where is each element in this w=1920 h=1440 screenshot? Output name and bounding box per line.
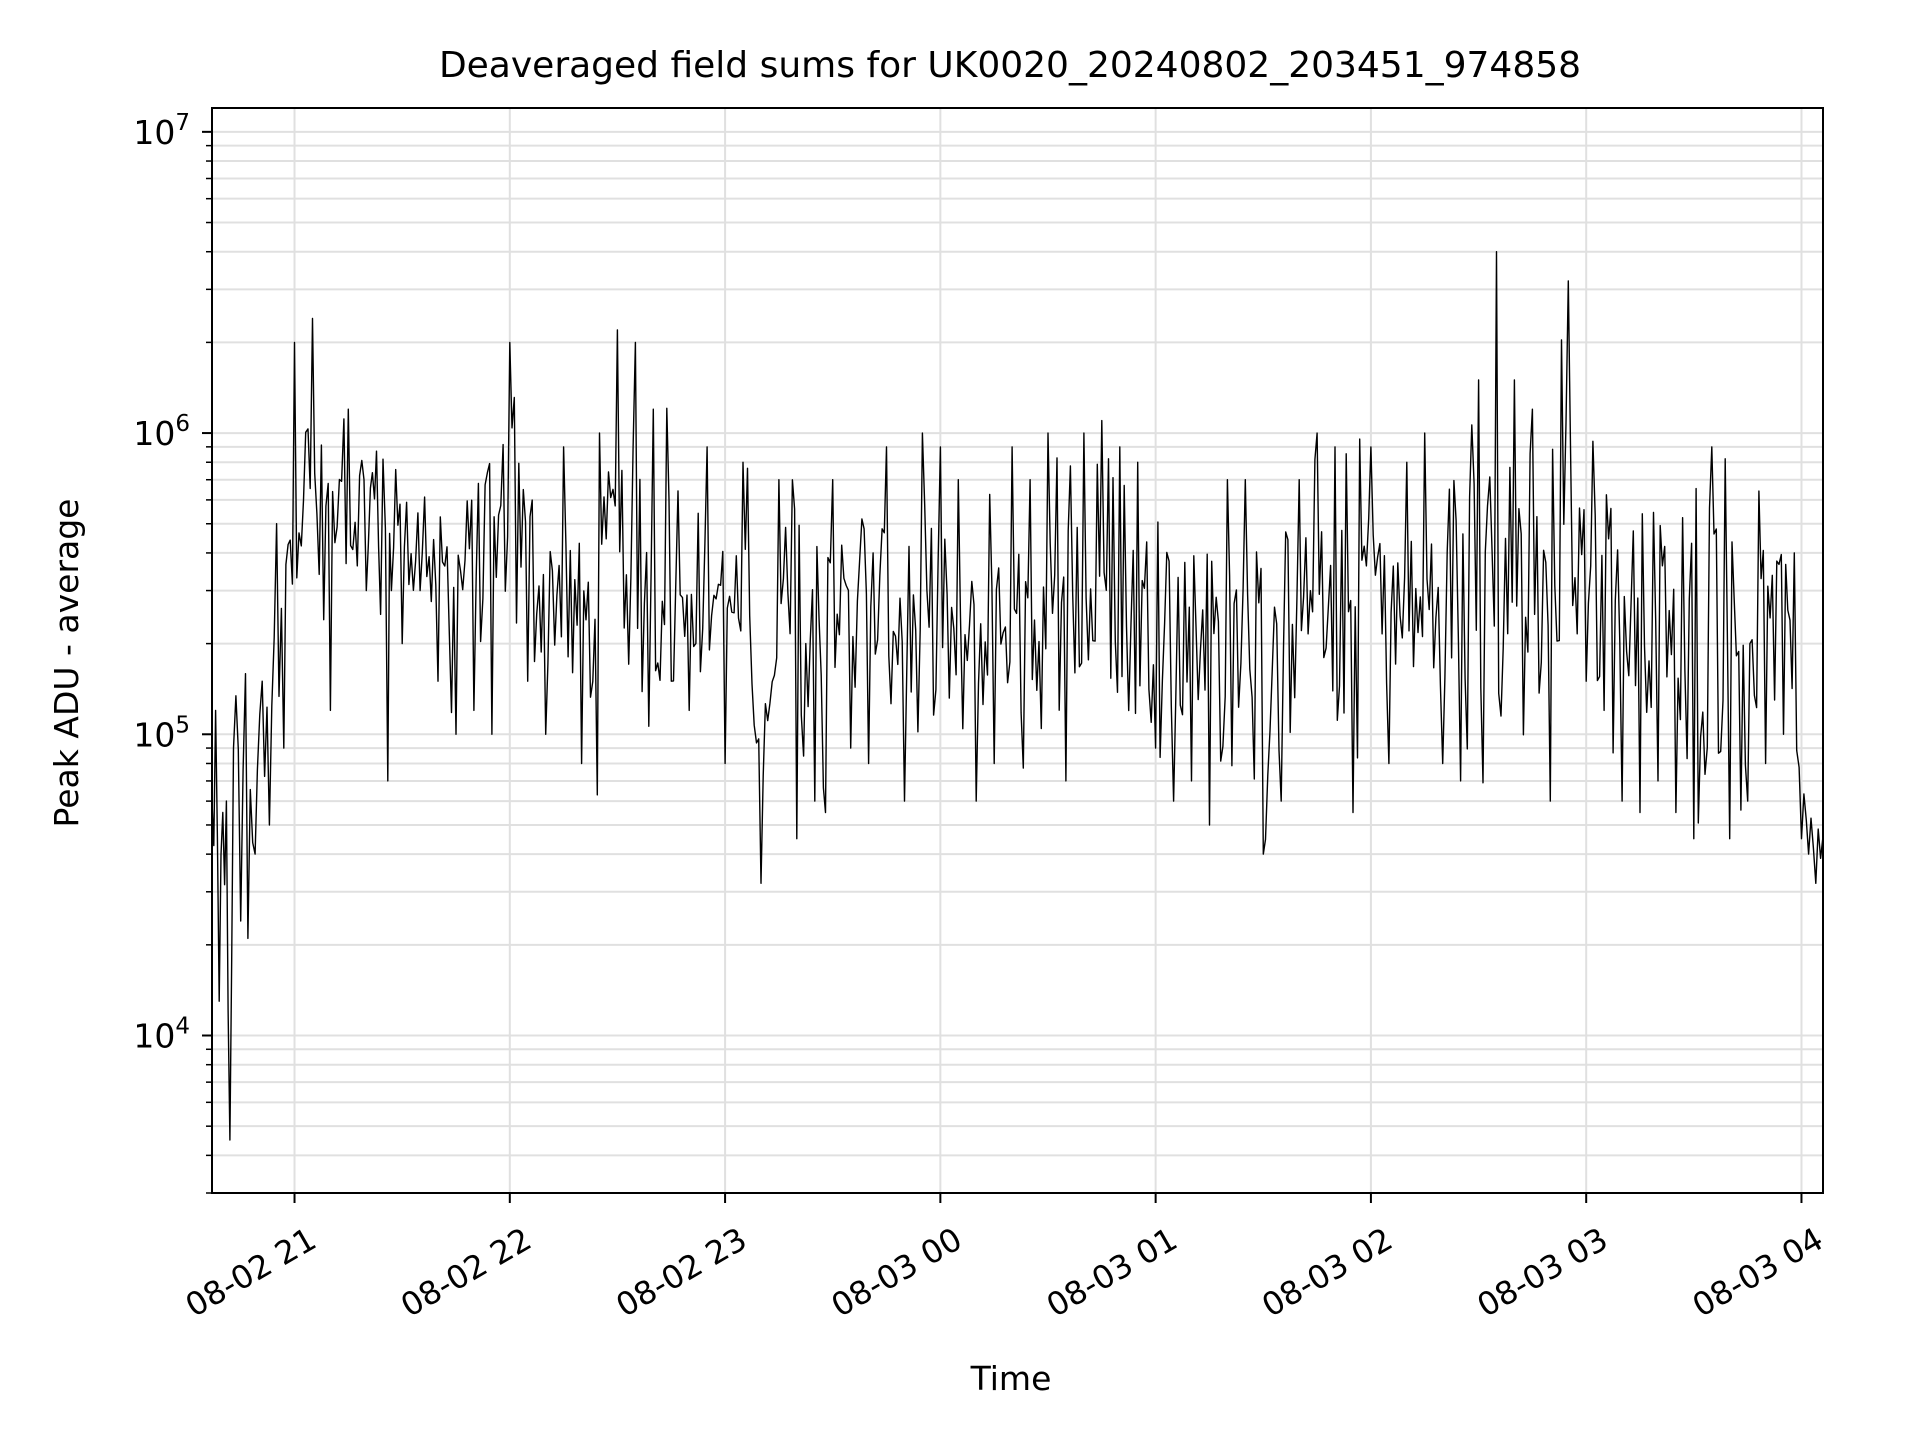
y-axis-label: Peak ADU - average (47, 499, 86, 828)
grid (212, 108, 1823, 1194)
x-axis-label: Time (970, 1359, 1052, 1398)
y-tick-label: 105 (133, 712, 190, 754)
series-layer (212, 251, 1823, 1141)
series-line (212, 251, 1823, 1141)
y-tick-label: 104 (133, 1014, 190, 1056)
plot-frame (211, 107, 1824, 1194)
y-tick-label: 107 (133, 110, 190, 152)
axes (202, 107, 1824, 1203)
y-tick-label: 106 (133, 411, 190, 453)
chart-title: Deaveraged field sums for UK0020_2024080… (439, 45, 1581, 86)
